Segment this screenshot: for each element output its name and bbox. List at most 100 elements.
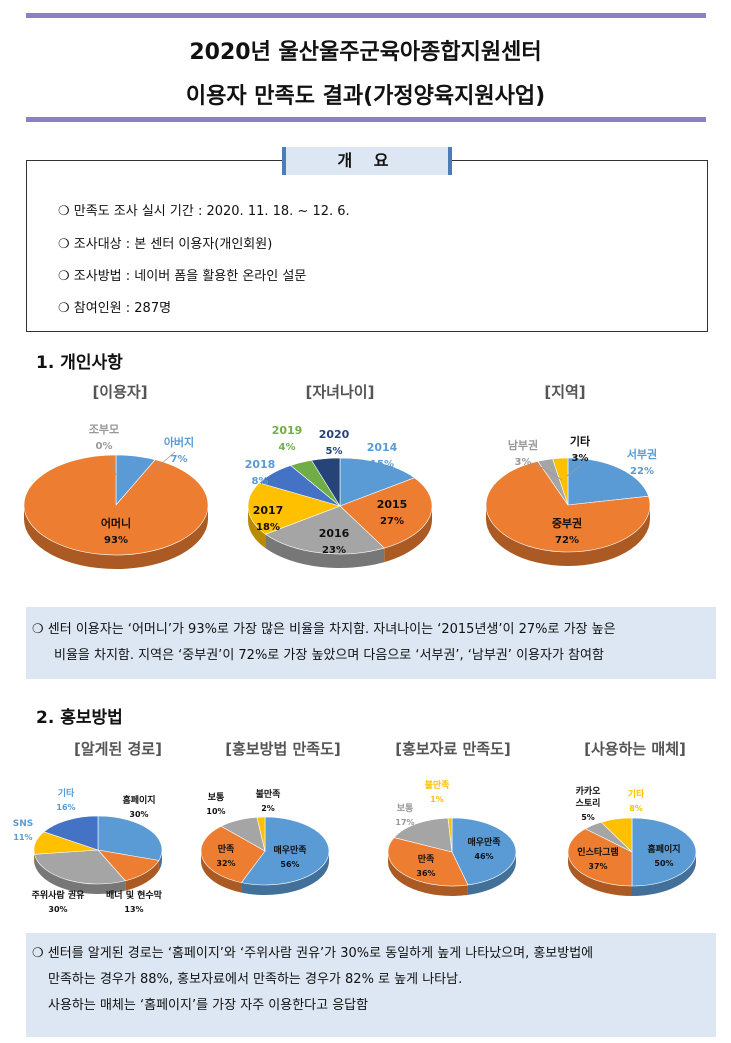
chart-title-users: [이용자]	[92, 383, 148, 401]
overview-method: ❍ 조사방법 : 네이버 폼을 활용한 온라인 설문	[58, 269, 307, 284]
pie-label-0-0: 아버지	[164, 435, 194, 449]
pie-value-3-4: 16%	[56, 803, 75, 812]
pie-label-1-0: 2014	[367, 441, 398, 454]
pie-label-1-2: 2016	[319, 527, 350, 540]
pie-value-1-2: 23%	[322, 545, 346, 556]
pie-value-5-0: 46%	[474, 852, 493, 861]
pie-label-0-1: 어머니	[101, 516, 131, 530]
pie-value-2-2: 3%	[515, 457, 532, 468]
pie-label-3-2: 주위사람 권유	[32, 889, 85, 901]
page-title-line1: 2020년 울산울주군육아종합지원센터	[189, 40, 542, 65]
overview-target: ❍ 조사대상 : 본 센터 이용자(개인회원)	[58, 237, 273, 252]
pie-label-3-1: 배너 및 현수막	[106, 889, 163, 901]
summary2-line2: 만족하는 경우가 88%, 홍보자료에서 만족하는 경우가 82% 로 높게 나…	[48, 972, 463, 987]
chart-title-promo-satisfaction: [홍보방법 만족도]	[225, 740, 341, 758]
pie-value-4-2: 10%	[206, 807, 225, 816]
pie-label-6-2: 카카오	[576, 785, 602, 797]
chart-title-region: [지역]	[544, 383, 586, 401]
pie-label-6-2-b: 스토리	[576, 797, 601, 809]
pie-label-4-1: 만족	[218, 843, 235, 855]
pie-value-4-3: 2%	[261, 804, 275, 813]
pie-label-5-2: 보통	[397, 803, 414, 814]
pie-value-4-1: 32%	[216, 859, 235, 868]
pie-value-0-2: 0%	[96, 441, 113, 452]
pie-label-3-4: 기타	[58, 787, 75, 799]
top-rule	[26, 13, 706, 18]
pie-side-5-1	[388, 852, 468, 896]
pie-label-5-1: 만족	[418, 853, 435, 865]
pie-side-3-0	[158, 850, 162, 871]
summary2-line3: 사용하는 매체는 ‘홈페이지’를 가장 자주 이용한다고 응답함	[48, 998, 369, 1013]
pie-side-1-2	[265, 534, 385, 568]
pie-slice-5-2	[393, 817, 453, 853]
leader-line-2-3	[566, 465, 581, 477]
pie-label-1-6: 2020	[319, 428, 350, 441]
pie-value-3-2: 30%	[48, 905, 67, 914]
pie-chart-3: 홈페이지 30% 배너 및 현수막 13% 주위사람 권유 30% SNS 11% 기타 16%	[13, 787, 163, 914]
pie-value-5-3: 1%	[430, 795, 444, 804]
chart-title-media: [사용하는 매체]	[584, 740, 686, 758]
pie-side-1-1	[384, 506, 433, 563]
pie-label-6-0: 홈페이지	[647, 843, 680, 855]
pie-side-4-1	[201, 851, 242, 893]
pie-slice-2-0	[567, 457, 649, 506]
pie-side-3-1	[125, 860, 159, 891]
leader-line-2-2	[535, 463, 563, 481]
pie-slice-5-0	[451, 817, 517, 886]
pie-slice-5-1	[387, 837, 469, 887]
pie-chart-5: 매우만족 46% 만족 36% 보통 17% 불만족 1%	[387, 779, 517, 896]
pie-value-1-6: 5%	[326, 446, 343, 457]
pie-label-0-2: 조부모	[89, 423, 119, 436]
pie-chart-0: 아버지 7% 어머니 93% 조부모 0%	[23, 423, 209, 569]
pie-slice-1-3	[247, 482, 341, 535]
pie-slice-6-0	[631, 817, 697, 887]
pie-slice-1-1	[339, 477, 433, 549]
section1-title: 1. 개인사항	[36, 353, 123, 373]
pie-slice-2-3	[552, 457, 569, 506]
pie-value-2-1: 72%	[555, 535, 579, 546]
pie-value-2-0: 22%	[630, 466, 654, 477]
pie-label-5-0: 매우만족	[467, 836, 500, 848]
pie-side-0-1	[24, 505, 208, 569]
bottom-rule	[26, 117, 706, 122]
pie-label-5-3: 불만족	[425, 779, 450, 791]
pie-chart-4: 매우만족 56% 만족 32% 보통 10% 불만족 2%	[200, 788, 330, 896]
pie-value-5-2: 17%	[395, 818, 414, 827]
pie-value-1-4: 8%	[252, 476, 269, 487]
pie-slice-3-0	[97, 815, 163, 861]
pie-label-4-3: 불만족	[256, 788, 281, 800]
pie-slice-1-6	[311, 457, 341, 508]
section2-title: 2. 홍보방법	[36, 708, 123, 728]
pie-value-0-1: 93%	[104, 535, 128, 546]
pie-value-3-1: 13%	[124, 905, 143, 914]
pie-value-1-3: 18%	[256, 522, 280, 533]
pie-label-6-1: 인스타그램	[577, 846, 618, 858]
summary1-line2: 비율을 차지함. 지역은 ‘중부권’이 72%로 가장 높았으며 다음으로 ‘서…	[54, 648, 604, 663]
pie-slice-4-1	[200, 825, 266, 883]
pie-value-2-3: 3%	[572, 453, 589, 464]
pie-value-3-0: 30%	[129, 810, 148, 819]
pie-value-4-0: 56%	[280, 860, 299, 869]
overview-period: ❍ 만족도 조사 실시 기간 : 2020. 11. 18. ~ 12. 6.	[58, 204, 350, 219]
pie-value-6-3: 8%	[629, 804, 643, 813]
pie-value-3-3: 11%	[13, 833, 32, 842]
leader-line-0-2	[109, 457, 117, 476]
pie-label-1-3: 2017	[253, 504, 284, 517]
chart-title-route: [알게된 경로]	[74, 740, 162, 758]
pie-value-0-0: 7%	[171, 454, 188, 465]
pie-slice-3-4	[43, 815, 99, 851]
pie-value-6-2: 5%	[581, 813, 595, 822]
pie-label-4-0: 매우만족	[273, 844, 306, 856]
pie-side-5-0	[467, 852, 516, 895]
summary-box-1: ❍ 센터 이용자는 ‘어머니’가 93%로 가장 많은 비율을 차지함. 자녀나…	[26, 607, 716, 679]
pie-label-3-3: SNS	[13, 819, 34, 829]
pie-label-2-2: 남부권	[508, 439, 538, 452]
pie-side-4-0	[241, 851, 329, 896]
pie-slice-6-3	[600, 817, 633, 853]
chart-title-child-age: [자녀나이]	[305, 383, 375, 401]
pie-label-2-1: 중부권	[552, 517, 582, 530]
pie-side-2-1	[486, 505, 650, 566]
pie-value-1-5: 4%	[279, 442, 296, 453]
